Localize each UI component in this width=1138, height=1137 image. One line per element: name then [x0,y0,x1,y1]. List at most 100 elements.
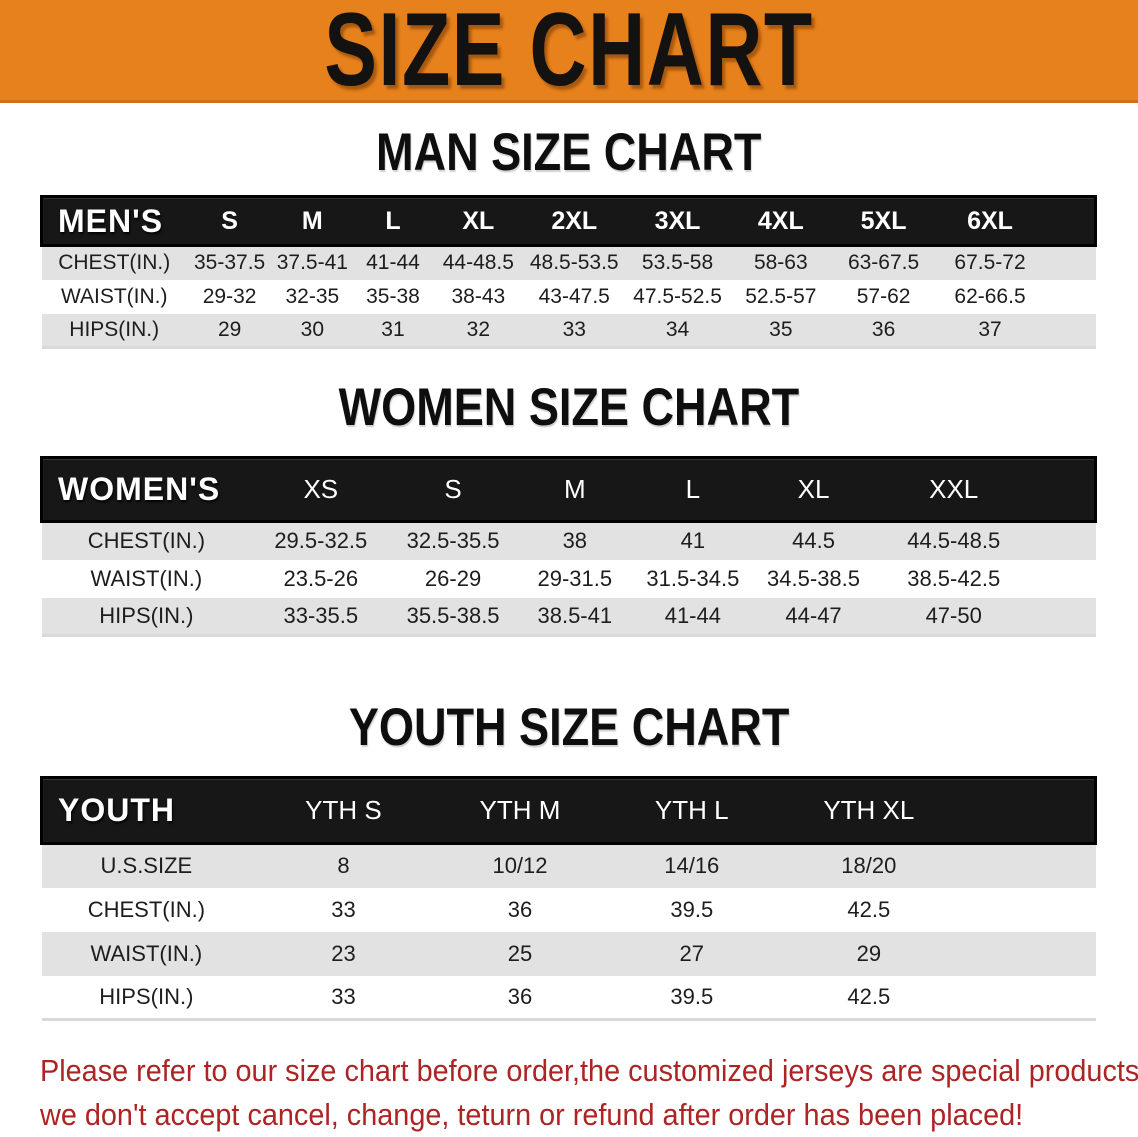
size-chart-banner: SIZE CHART [0,0,1138,103]
men-hips-in-l: 31 [381,317,405,341]
men-waist-in-3xl: 47.5-52.5 [633,284,722,308]
women-row-label-chest-in: CHEST(IN.) [87,528,206,554]
men-row-chest-in: CHEST(IN.) 35-37.5 37.5-41 41-44 44-48.5 48.5… [41,245,1096,280]
youth-row-u-s-size: U.S.SIZE 8 10/12 14/16 18/20 [41,843,1096,888]
youth-u-s-size-yth-s: 8 [337,853,350,879]
men-row-waist-in: WAIST(IN.) 29-32 32-35 35-38 38-43 43-47.5 47.… [41,279,1096,314]
women-hips-in-s: 35.5-38.5 [406,602,500,628]
men-waist-in-xl: 38-43 [451,284,506,308]
women-hips-in-xs: 33-35.5 [283,602,359,628]
youth-u-s-size-yth-xl: 18/20 [841,853,897,879]
women-chest-in-l: 41 [680,528,706,554]
men-row-spacer [1045,280,1096,314]
youth-row-spacer [958,888,1095,932]
youth-waist-in-yth-l: 27 [679,940,705,966]
women-hips-in-xxl: 47-50 [925,602,982,628]
men-row-spacer [1045,314,1096,348]
men-hips-in-xl: 32 [466,317,491,341]
women-row-waist-in: WAIST(IN.) 23.5-26 26-29 29-31.5 31.5-34.5 34… [41,559,1096,598]
women-size-table: WOMEN'S XS S M L XL XXL CHEST(IN.) 29.5-32.5 32.5… [40,456,1098,637]
women-waist-in-m: 29-31.5 [537,565,613,591]
men-chest-in-4xl: 58-63 [753,251,808,275]
women-waist-in-xxl: 38.5-42.5 [907,565,1001,591]
youth-row-spacer [958,844,1095,888]
men-hips-in-4xl: 35 [769,317,793,341]
youth-hips-in-yth-xl: 42.5 [847,983,891,1009]
youth-column-header-yth-m: YTH M [435,776,605,845]
youth-waist-in-yth-s: 23 [331,940,356,966]
women-waist-in-l: 31.5-34.5 [646,565,740,591]
men-waist-in-4xl: 52.5-57 [745,284,817,308]
women-column-header-s: S [390,456,516,523]
men-column-header-6xl: 6XL [935,195,1045,247]
men-section-heading-text: MAN SIZE CHART [376,123,762,182]
youth-row-hips-in: HIPS(IN.) 33 36 39.5 42.5 [41,975,1096,1020]
men-waist-in-l: 35-38 [366,284,420,308]
order-note-line-1: Please refer to our size chart before or… [40,1053,1138,1088]
youth-column-header-yth-xl: YTH XL [779,776,959,845]
youth-row-spacer [958,976,1095,1020]
men-row-label-waist-in: WAIST(IN.) [60,284,168,308]
order-note: Please refer to our size chart before or… [40,1049,1138,1137]
women-table-label: WOMEN'S [40,456,252,523]
youth-header-spacer [958,776,1098,845]
women-row-label-waist-in: WAIST(IN.) [90,565,203,591]
men-hips-in-5xl: 36 [871,317,896,341]
youth-hips-in-yth-s: 33 [331,983,356,1009]
women-column-header-m: M [515,456,634,523]
men-header-spacer [1044,195,1097,247]
men-column-header-l: L [352,195,434,247]
women-hips-in-xl: 44-47 [785,602,842,628]
youth-chest-in-yth-s: 33 [331,896,356,922]
women-section-heading: WOMEN SIZE CHART [0,378,1138,437]
men-section-heading: MAN SIZE CHART [0,123,1138,182]
women-waist-in-xl: 34.5-38.5 [767,565,861,591]
men-chest-in-2xl: 48.5-53.5 [529,251,619,275]
men-row-label-hips-in: HIPS(IN.) [69,317,160,341]
youth-row-label-waist-in: WAIST(IN.) [90,940,203,966]
men-column-header-s: S [186,195,273,247]
youth-section-heading-text: YOUTH SIZE CHART [348,698,790,757]
youth-header-row: YOUTH YTH S YTH M YTH L YTH XL [40,776,1098,845]
women-waist-in-xs: 23.5-26 [283,565,359,591]
women-chest-in-xxl: 44.5-48.5 [907,528,1001,554]
women-section-heading-text: WOMEN SIZE CHART [338,378,800,437]
women-column-header-xl: XL [751,456,876,523]
women-row-chest-in: CHEST(IN.) 29.5-32.5 32.5-35.5 38 41 44.5 44.5… [41,521,1096,560]
men-column-header-m: M [272,195,353,247]
men-column-header-4xl: 4XL [729,195,832,247]
youth-column-header-yth-l: YTH L [604,776,780,845]
women-chest-in-m: 38 [562,528,588,554]
men-waist-in-2xl: 43-47.5 [538,284,610,308]
men-row-hips-in: HIPS(IN.) 29 30 31 32 33 34 35 36 37 [41,313,1096,348]
women-chest-in-xs: 29.5-32.5 [274,528,368,554]
men-column-header-5xl: 5XL [831,195,936,247]
order-note-line-2: we don't accept cancel, change, teturn o… [40,1097,1024,1132]
youth-row-chest-in: CHEST(IN.) 33 36 39.5 42.5 [41,887,1096,932]
men-chest-in-s: 35-37.5 [194,251,266,275]
women-row-hips-in: HIPS(IN.) 33-35.5 35.5-38.5 38.5-41 41-44 44-… [41,597,1096,636]
youth-u-s-size-yth-m: 10/12 [492,853,548,879]
youth-chest-in-yth-m: 36 [507,896,533,922]
size-chart-title: SIZE CHART [324,0,814,108]
men-chest-in-xl: 44-48.5 [442,251,514,275]
youth-u-s-size-yth-l: 14/16 [664,853,720,879]
men-row-spacer [1045,246,1096,280]
youth-row-label-chest-in: CHEST(IN.) [87,896,206,922]
men-hips-in-6xl: 37 [978,317,1002,341]
women-header-spacer [1032,456,1098,523]
women-waist-in-s: 26-29 [424,565,482,591]
men-chest-in-m: 37.5-41 [276,251,348,275]
men-chest-in-5xl: 63-67.5 [847,251,920,275]
men-column-header-xl: XL [433,195,524,247]
youth-column-header-yth-s: YTH S [251,776,436,845]
men-chest-in-l: 41-44 [366,251,420,275]
women-header-row: WOMEN'S XS S M L XL XXL [40,456,1098,523]
youth-row-label-hips-in: HIPS(IN.) [99,983,194,1009]
youth-chest-in-yth-l: 39.5 [670,896,714,922]
youth-section-heading: YOUTH SIZE CHART [0,698,1138,757]
men-waist-in-5xl: 57-62 [856,284,911,308]
youth-row-label-u-s-size: U.S.SIZE [100,853,193,879]
women-column-header-xs: XS [251,456,391,523]
men-hips-in-2xl: 33 [562,317,586,341]
